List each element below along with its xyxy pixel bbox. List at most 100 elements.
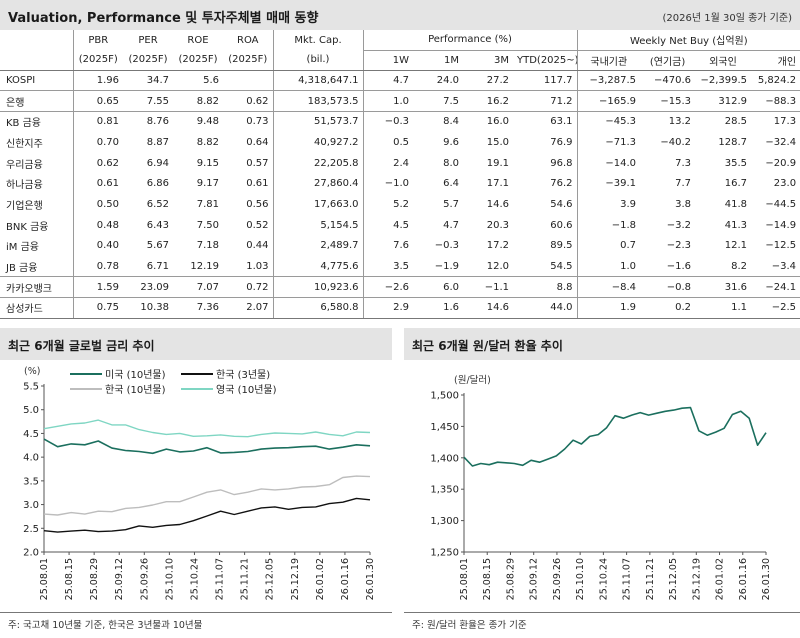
row-label: 하나금융 xyxy=(0,173,74,195)
subheader-cell: 1W xyxy=(363,50,413,71)
table-cell: −1.6 xyxy=(640,256,696,278)
table-cell: 6.4 xyxy=(443,178,459,190)
table-cell: 76.9 xyxy=(513,132,578,153)
table-cell: 17.3 xyxy=(773,116,797,128)
table-cell: 0.64 xyxy=(223,132,274,153)
x-tick-label: 25.08.15 xyxy=(64,558,75,600)
table-cell: 7.3 xyxy=(675,157,692,169)
table-cell: 9.17 xyxy=(196,178,219,190)
table-cell: 0.61 xyxy=(96,178,119,190)
table-cell: −2.5 xyxy=(751,297,800,319)
x-tick-label: 25.10.10 xyxy=(164,558,175,600)
fx-bottom-rule xyxy=(404,612,800,613)
table-row: 은행 0.65 7.55 8.82 0.62 183,573.5 1.0 7.5 16.2 71.… xyxy=(0,90,800,112)
table-cell: 2,489.7 xyxy=(273,235,364,257)
table-cell: 7.50 xyxy=(196,219,219,231)
y-tick-label: 3.5 xyxy=(23,476,39,487)
x-tick-label: 25.12.05 xyxy=(668,558,679,600)
table-cell: 17.2 xyxy=(486,240,509,252)
table-cell: 51,573.7 xyxy=(273,111,364,133)
table-cell: −39.1 xyxy=(605,178,637,190)
subheader-cell xyxy=(0,50,74,71)
table-cell: 17,663.0 xyxy=(273,194,364,215)
table-cell: 6.71 xyxy=(123,256,173,278)
table-cell: 5.7 xyxy=(443,198,459,210)
table-cell: 8.8 xyxy=(513,276,578,299)
table-cell: 2.9 xyxy=(363,297,413,319)
table-cell: 20.3 xyxy=(486,219,509,231)
header-cell xyxy=(0,30,74,50)
table-cell: 1.9 xyxy=(577,297,641,319)
table-cell: 117.7 xyxy=(513,70,578,92)
table-cell: 8.2 xyxy=(695,256,752,278)
table-cell: −44.5 xyxy=(765,198,797,210)
table-cell: 41.8 xyxy=(724,198,748,210)
y-tick-label: 1,500 xyxy=(430,391,459,402)
table-cell: 12.0 xyxy=(463,256,513,278)
table-cell: −3.4 xyxy=(751,256,800,278)
series-line-3 xyxy=(43,475,371,516)
y-tick-label: 1,250 xyxy=(430,548,459,559)
y-tick-label: 2.0 xyxy=(23,548,39,559)
subheader-cell: 1M xyxy=(413,50,463,71)
table-cell: 0.57 xyxy=(223,152,274,174)
unit-label: (원/달러) xyxy=(454,374,491,386)
x-tick-label: 25.08.29 xyxy=(89,558,100,600)
table-cell: 4.7 xyxy=(443,219,459,231)
fx-section-bar: 최근 6개월 원/달러 환율 추이 xyxy=(404,328,800,360)
table-title: Valuation, Performance 및 투자주체별 매매 동향 xyxy=(8,11,319,26)
table-row: KB 금융 0.81 8.76 9.48 0.73 51,573.7 −0.3 8.4 16.0… xyxy=(0,111,800,133)
header-cell: Weekly Net Buy (십억원) xyxy=(577,30,800,51)
table-cell: 5,824.2 xyxy=(751,70,800,92)
table-cell: 6.0 xyxy=(413,276,463,299)
table-cell xyxy=(223,70,274,92)
subheader-cell: (2025F) xyxy=(223,50,274,71)
x-tick-label: 25.11.21 xyxy=(645,558,656,600)
table-row: KOSPI 1.96 34.7 5.6 4,318,647.1 4.7 24.0 27.2 11… xyxy=(0,70,800,92)
series-line-1 xyxy=(463,406,767,467)
series-line-1 xyxy=(43,438,371,455)
legend-label: 한국 (10년물) xyxy=(105,384,166,396)
table-cell: 7.18 xyxy=(196,240,219,252)
y-tick-label: 5.5 xyxy=(23,382,39,393)
table-cell: 10,923.6 xyxy=(273,276,364,299)
table-cell: 17.1 xyxy=(486,178,509,190)
valuation-table: PBR PER ROE ROA Mkt. Cap. Performance (%) Week… xyxy=(0,30,800,319)
series-line-2 xyxy=(43,497,371,533)
table-row: BNK 금융 0.48 6.43 7.50 0.52 5,154.5 4.5 4.7 20.3 6… xyxy=(0,214,800,236)
x-tick-label: 26.01.02 xyxy=(315,558,326,600)
row-label: 기업은행 xyxy=(0,194,74,215)
table-cell: 8.82 xyxy=(173,90,223,112)
table-cell: −15.3 xyxy=(640,90,696,112)
row-label: BNK 금융 xyxy=(0,214,74,236)
fx-footnote: 주: 원/달러 환율은 종가 기준 xyxy=(412,620,527,631)
x-tick-label: 25.08.15 xyxy=(482,558,493,600)
table-cell: −88.3 xyxy=(751,90,800,112)
table-cell: 0.78 xyxy=(73,256,123,278)
table-cell: 16.2 xyxy=(463,90,513,112)
table-cell: 7.81 xyxy=(196,198,219,210)
x-tick-label: 25.12.05 xyxy=(265,558,276,600)
header-cell: PER xyxy=(138,34,158,46)
table-cell: 60.6 xyxy=(513,214,578,236)
subheader-cell: 국내기관 xyxy=(577,50,641,71)
header-cell: ROA xyxy=(223,30,274,50)
table-row: 하나금융 0.61 6.86 9.17 0.61 27,860.4 −1.0 6.4 17.1 7… xyxy=(0,173,800,195)
table-cell: 4,318,647.1 xyxy=(273,70,364,92)
table-cell: 14.6 xyxy=(486,198,509,210)
header-cell: Mkt. Cap. xyxy=(273,30,364,50)
row-label: KOSPI xyxy=(0,70,74,92)
table-cell: 3.5 xyxy=(363,256,413,278)
table-cell: 27.2 xyxy=(463,70,513,92)
table-cell: 0.56 xyxy=(223,194,274,215)
table-cell: 0.2 xyxy=(640,297,696,319)
table-cell: −1.9 xyxy=(413,256,463,278)
row-label: JB 금융 xyxy=(0,256,74,278)
table-cell: 6.43 xyxy=(146,219,169,231)
table-cell: −1.8 xyxy=(611,219,637,231)
table-cell: 4.5 xyxy=(393,219,409,231)
table-cell: −14.0 xyxy=(605,157,637,169)
y-tick-label: 3.0 xyxy=(23,500,39,511)
table-cell: 312.9 xyxy=(695,90,752,112)
y-tick-label: 4.0 xyxy=(23,453,39,464)
